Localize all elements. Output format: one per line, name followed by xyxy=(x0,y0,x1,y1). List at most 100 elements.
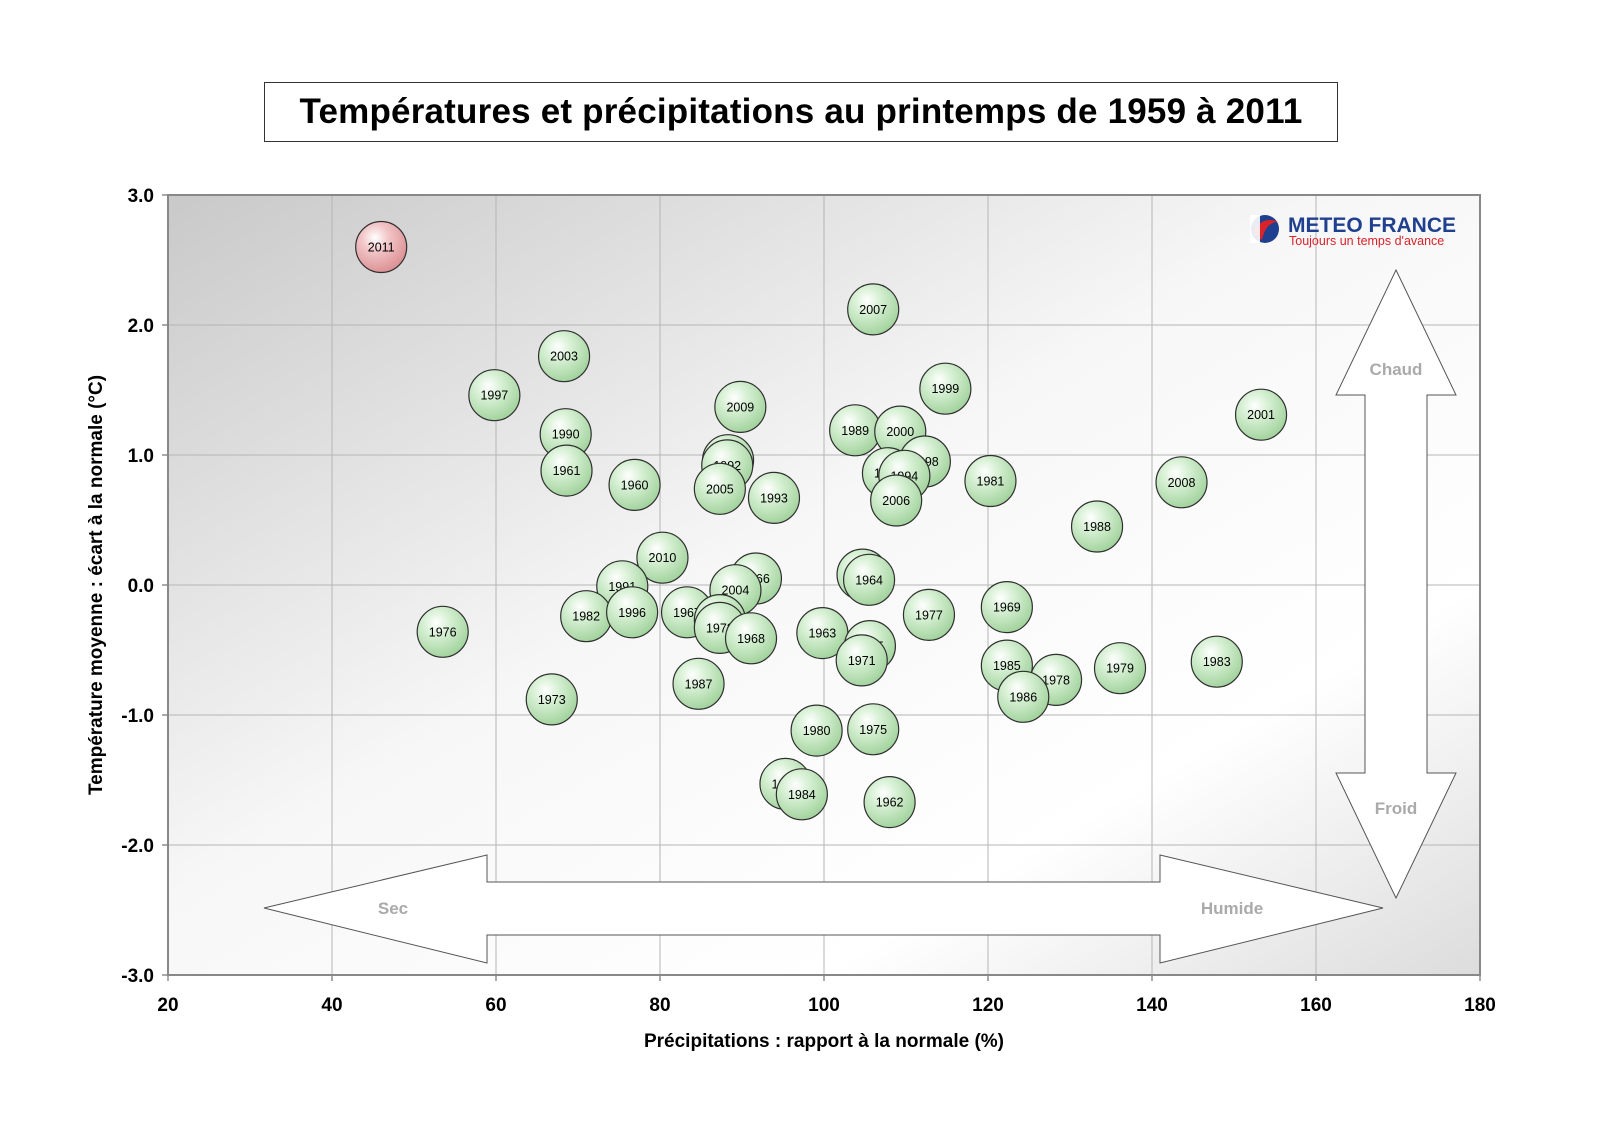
y-tick-label: 2.0 xyxy=(128,316,154,337)
data-point-label: 1996 xyxy=(618,606,646,620)
data-point: 2001 xyxy=(1234,388,1288,441)
data-point: 1975 xyxy=(847,703,900,756)
data-point: 1984 xyxy=(775,768,828,821)
data-point-bubble xyxy=(835,634,888,687)
data-point: 1973 xyxy=(525,673,578,726)
data-point-label: 1993 xyxy=(760,491,788,505)
data-point-bubble xyxy=(902,588,956,642)
data-point: 1982 xyxy=(560,590,613,643)
data-point-bubble xyxy=(997,670,1050,723)
data-point-label: 2011 xyxy=(368,241,395,255)
data-point-label: 1985 xyxy=(993,659,1021,673)
x-tick-label: 120 xyxy=(972,995,1004,1016)
data-point-label: 1973 xyxy=(538,693,566,707)
data-point-bubble xyxy=(608,458,661,511)
warm-cold-arrow: Chaud Froid xyxy=(1335,268,1457,900)
y-tick-label: -3.0 xyxy=(121,966,154,987)
logo-tagline: Toujours un temps d'avance xyxy=(1289,234,1444,248)
data-point-bubble xyxy=(714,380,767,433)
data-point-label: 1978 xyxy=(1042,673,1070,687)
data-point: 2009 xyxy=(714,380,767,433)
data-point-bubble xyxy=(606,586,659,639)
data-point-bubble xyxy=(842,553,896,606)
x-tick-label: 20 xyxy=(157,995,178,1016)
data-point: 2011 xyxy=(355,220,408,274)
data-point-label: 1971 xyxy=(848,654,876,668)
dry-wet-arrow: Sec Humide xyxy=(263,854,1384,964)
data-point-bubble xyxy=(847,703,900,756)
x-tick-label: 80 xyxy=(649,995,670,1016)
data-point: 2010 xyxy=(636,531,689,584)
data-point-label: 2005 xyxy=(706,482,734,496)
data-point: 1996 xyxy=(606,586,659,639)
dry-label: Sec xyxy=(378,899,408,918)
data-point: 1962 xyxy=(863,775,916,829)
data-point: 1987 xyxy=(672,657,725,710)
data-point: 1980 xyxy=(790,704,843,757)
data-point: 1979 xyxy=(1093,642,1147,695)
vertical-double-arrow-icon xyxy=(1335,268,1457,900)
data-point-bubble xyxy=(1234,388,1288,441)
data-point-label: 1964 xyxy=(855,573,883,587)
x-axis-label: Précipitations : rapport à la normale (%… xyxy=(644,1031,1004,1052)
data-point-label: 1989 xyxy=(841,424,869,438)
data-point: 2003 xyxy=(537,330,591,383)
data-point-bubble xyxy=(636,531,689,584)
data-point-label: 2006 xyxy=(882,494,910,508)
horizontal-double-arrow-icon xyxy=(263,854,1384,964)
data-point: 1989 xyxy=(829,404,882,457)
axes: 20 40 60 80 100 120 140 160 180 3.0 2.0 1.0 0.0 -1.0 -… xyxy=(121,186,1496,1016)
data-point: 1968 xyxy=(724,612,778,665)
data-point-label: 2003 xyxy=(550,350,578,364)
data-point-bubble xyxy=(919,362,972,415)
data-point-bubble xyxy=(355,220,408,274)
data-point-label: 1980 xyxy=(803,724,831,738)
data-point-bubble xyxy=(775,768,828,821)
data-point-label: 1963 xyxy=(808,627,836,641)
data-point-label: 1975 xyxy=(859,723,887,737)
warm-label: Chaud xyxy=(1370,360,1423,379)
data-point-label: 1988 xyxy=(1083,520,1111,534)
data-point-label: 1983 xyxy=(1203,655,1231,669)
data-point: 1961 xyxy=(540,444,593,497)
data-point-bubble xyxy=(693,462,746,515)
data-point-label: 1984 xyxy=(788,788,816,802)
wet-label: Humide xyxy=(1201,899,1263,918)
x-tick-label: 160 xyxy=(1300,995,1332,1016)
y-axis-label: Température moyenne : écart à la normale… xyxy=(86,375,107,795)
data-point-label: 2001 xyxy=(1247,408,1275,422)
data-point-label: 2010 xyxy=(649,551,677,565)
data-point-label: 2004 xyxy=(722,584,750,598)
data-point-bubble xyxy=(416,605,469,658)
data-point: 2005 xyxy=(693,462,746,515)
meteo-france-logo: METEO FRANCE Toujours un temps d'avance xyxy=(1250,214,1456,248)
data-point-label: 2000 xyxy=(886,425,914,439)
data-point: 1988 xyxy=(1070,500,1124,553)
grid-lines xyxy=(168,195,1480,975)
data-point-bubble xyxy=(1093,642,1147,695)
data-point: 1964 xyxy=(842,553,896,606)
data-point: 1999 xyxy=(919,362,972,415)
data-point: 1993 xyxy=(747,471,801,524)
data-point-label: 1968 xyxy=(737,632,765,646)
data-point-label: 1997 xyxy=(480,389,508,403)
data-point-label: 1986 xyxy=(1009,690,1037,704)
data-point-bubble xyxy=(540,444,593,497)
plot-border xyxy=(167,194,1481,976)
data-point-bubble xyxy=(1190,635,1243,688)
chart-title-box: Températures et précipitations au printe… xyxy=(264,82,1338,142)
data-point: 1960 xyxy=(608,458,661,511)
data-point-bubble xyxy=(525,673,578,726)
data-point: 1963 xyxy=(796,606,849,660)
data-point-label: 1969 xyxy=(993,601,1021,615)
data-point: 1977 xyxy=(902,588,956,642)
data-point-bubble xyxy=(537,330,591,383)
data-point: 2008 xyxy=(1155,456,1208,509)
data-point-label: 2007 xyxy=(859,303,887,317)
data-point-bubble xyxy=(1155,456,1208,509)
data-point-label: 1999 xyxy=(931,382,959,396)
data-point-bubble xyxy=(672,657,725,710)
y-tick-label: 1.0 xyxy=(128,446,154,467)
data-point: 1997 xyxy=(468,369,521,422)
data-point-label: 2009 xyxy=(726,400,754,414)
